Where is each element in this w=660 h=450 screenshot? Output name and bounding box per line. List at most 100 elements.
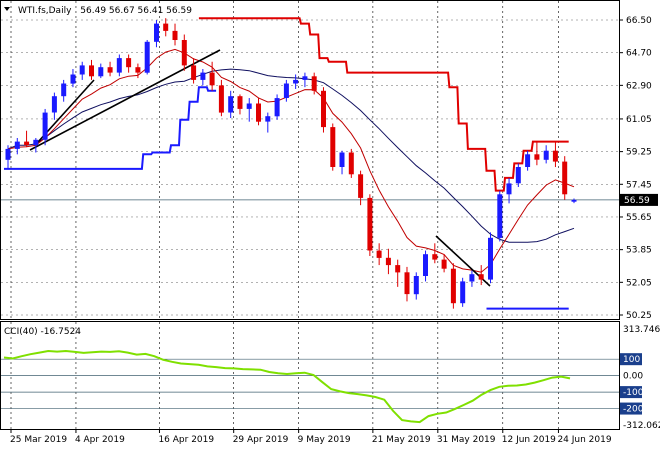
date-tick-label: 29 Apr 2019 [233, 435, 289, 445]
price-tick-label: 55.65 [626, 213, 652, 223]
candle-body [302, 76, 308, 80]
candle-body [98, 67, 104, 77]
candle-body [209, 72, 215, 86]
candle-body [404, 272, 410, 295]
candle-body [460, 281, 466, 304]
trendline-2 [29, 49, 221, 151]
ma-slow-line [7, 68, 575, 243]
candles [5, 18, 577, 309]
candle-body [228, 96, 234, 113]
price-pane [0, 0, 620, 320]
candle-body [395, 265, 401, 273]
candle-body [311, 76, 317, 91]
axes: 66.50 64.70 62.90 61.05 59.25 57.45 55.65 53.85… [10, 16, 660, 445]
price-tick-label: 50.25 [626, 311, 652, 321]
date-tick-label: 12 Jun 2019 [502, 435, 556, 445]
candle-body [571, 199, 577, 202]
cci-label: CCI(40) -16.7524 [4, 327, 81, 337]
cci-tick-label: -200 [623, 405, 644, 415]
collapse-arrow-icon[interactable] [4, 7, 10, 11]
candle-body [339, 152, 345, 167]
candle-body [172, 30, 178, 40]
candle-body [506, 183, 512, 195]
candle-body [163, 23, 169, 31]
candle-body [181, 40, 187, 66]
candle-body [515, 167, 521, 184]
price-tick-label: 62.90 [626, 81, 652, 91]
candle-body [562, 161, 568, 195]
candle-body [469, 274, 475, 282]
price-tick-label: 53.85 [626, 246, 652, 256]
candle-body [432, 254, 438, 260]
ma-fast-line [7, 48, 575, 273]
cci-level-tag [620, 386, 642, 399]
cci-level-tag [620, 402, 642, 415]
candle-body [423, 254, 428, 276]
date-tick-label: 21 May 2019 [372, 435, 431, 445]
candle-body [14, 141, 20, 149]
lower-band [4, 86, 217, 170]
price-tick-label: 64.70 [626, 49, 652, 59]
price-tick-label: 59.25 [626, 148, 652, 158]
candle-body [70, 74, 76, 84]
date-tick-label: 24 Jun 2019 [557, 435, 611, 445]
candle-body [534, 154, 540, 160]
current-price-label: 56.59 [624, 196, 650, 206]
candle-body [33, 139, 39, 146]
candle-body [552, 150, 558, 162]
candle-body [218, 85, 224, 113]
current-price-tag [620, 193, 658, 206]
candle-body [385, 257, 391, 266]
price-tick-label: 61.05 [626, 115, 652, 125]
date-tick-label: 25 Mar 2019 [10, 435, 67, 445]
cci-tick-label: 100 [623, 355, 640, 365]
candle-body [348, 152, 354, 175]
candle-body [478, 274, 484, 280]
ohlc-values: 56.49 56.67 56.41 56.59 [80, 6, 192, 16]
candle-body [116, 58, 122, 73]
cci-tick-label: 313.746 [623, 325, 660, 335]
candle-body [24, 141, 30, 146]
candle-body [200, 72, 206, 80]
cci-tick-label: -100 [623, 388, 644, 398]
cci-level-tag [620, 353, 642, 366]
candle-body [246, 103, 252, 109]
candle-body [543, 150, 549, 160]
cci-line [3, 349, 571, 424]
candle-body [135, 67, 141, 73]
cci-lines [3, 349, 571, 424]
date-tick-label: 9 May 2019 [298, 435, 351, 445]
candle-body [265, 116, 271, 122]
candle-body [413, 276, 419, 295]
candle-body [107, 67, 113, 73]
envelope-bands [4, 17, 569, 310]
candle-body [330, 127, 336, 167]
chart-header: WTI.fs,Daily 56.49 56.67 56.41 56.59 [18, 6, 192, 16]
cci-tick-label: -312.062 [623, 421, 660, 431]
candle-body [256, 103, 261, 122]
symbol-label: WTI.fs,Daily [18, 6, 72, 16]
date-tick-label: 31 May 2019 [437, 435, 496, 445]
candle-body [51, 96, 57, 113]
candle-body [293, 79, 299, 84]
candle-body [525, 154, 531, 167]
candle-body [488, 237, 493, 280]
candle-body [89, 65, 94, 77]
moving-averages [7, 48, 575, 273]
candle-body [497, 194, 503, 238]
candle-body [61, 83, 67, 97]
candle-body [79, 65, 85, 75]
price-tick-label: 66.50 [626, 16, 652, 26]
date-tick-label: 4 Apr 2019 [75, 435, 125, 445]
candle-body [42, 112, 48, 140]
price-tick-label: 52.05 [626, 278, 652, 288]
candle-body [358, 174, 364, 198]
candle-body [154, 23, 159, 42]
candle-body [191, 65, 197, 80]
candle-body [321, 90, 326, 128]
cci-tick-label: 0.00 [623, 372, 643, 382]
date-tick-label: 16 Apr 2019 [158, 435, 214, 445]
upper-band [198, 17, 569, 192]
candle-body [5, 148, 11, 160]
